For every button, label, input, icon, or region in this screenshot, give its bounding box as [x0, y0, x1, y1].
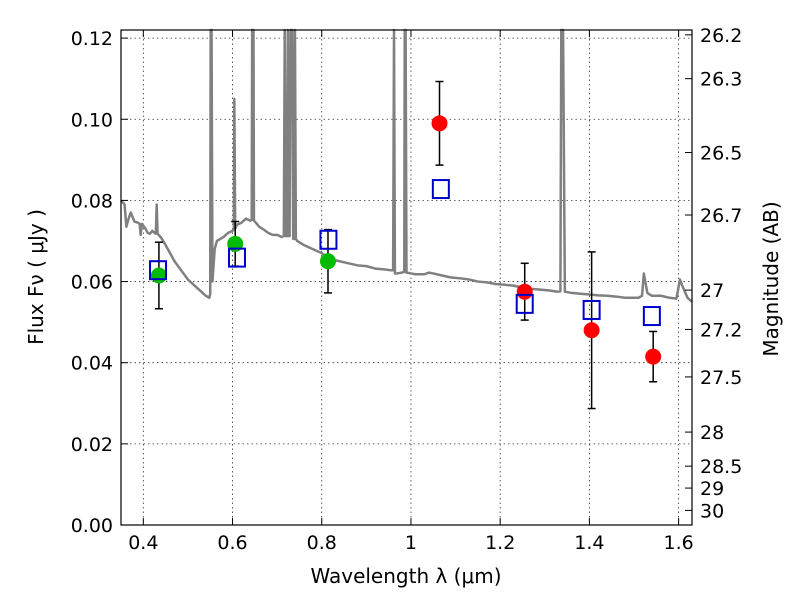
model-flux-box — [431, 179, 450, 200]
y-axis-title: Flux Fν ( μJy ) — [24, 209, 48, 345]
red-data-point — [516, 283, 533, 300]
y-tick-label: 0.06 — [71, 272, 113, 294]
green-data-point — [150, 267, 167, 284]
right-tick-label: 26.2 — [700, 25, 742, 47]
x-tick-label: 1 — [405, 532, 417, 554]
x-tick-label: 1.4 — [574, 532, 604, 554]
right-tick-label: 26.5 — [700, 143, 742, 165]
right-tick-label: 26.7 — [700, 205, 742, 227]
right-tick-label: 27.2 — [700, 319, 742, 341]
green-data-point — [319, 253, 336, 270]
y-tick-label: 0.12 — [71, 28, 113, 50]
model-flux-box — [515, 293, 534, 314]
right-tick-label: 27 — [700, 280, 724, 302]
y-tick-label: 0.08 — [71, 190, 113, 212]
grid — [121, 30, 692, 526]
data-markers — [149, 115, 662, 365]
red-data-point — [431, 115, 448, 132]
y-tick-label: 0.10 — [71, 109, 113, 131]
model-flux-box — [642, 306, 661, 327]
y-axis-ticks: 0.00 0.02 0.04 0.06 0.08 0.10 0.12 — [71, 28, 128, 537]
y-tick-label: 0.02 — [71, 434, 113, 456]
plot-frame — [120, 29, 693, 526]
right-tick-label: 28 — [700, 422, 724, 444]
right-tick-label: 29 — [700, 478, 724, 500]
y-tick-label: 0.00 — [71, 515, 113, 537]
model-flux-box — [149, 260, 168, 281]
right-axis-title: Magnitude (AB) — [759, 201, 783, 356]
y-tick-label: 0.04 — [71, 353, 113, 375]
x-tick-label: 0.4 — [128, 532, 158, 554]
model-flux-box — [319, 229, 338, 250]
right-tick-label: 26.3 — [700, 69, 742, 91]
plot-area — [120, 28, 693, 526]
red-data-point — [583, 322, 600, 339]
x-tick-label: 1.2 — [485, 532, 515, 554]
model-flux-box — [227, 247, 246, 268]
red-data-point — [645, 348, 662, 365]
x-tick-label: 0.8 — [307, 532, 337, 554]
x-axis-title: Wavelength λ (μm) — [310, 564, 501, 588]
model-flux-box — [582, 299, 601, 320]
x-axis-ticks: 0.4 0.6 0.8 1 1.2 1.4 1.6 — [128, 30, 694, 554]
right-tick-label: 28.5 — [700, 456, 742, 478]
right-tick-label: 30 — [700, 500, 724, 522]
x-tick-label: 0.6 — [217, 532, 247, 554]
right-tick-label: 27.5 — [700, 367, 742, 389]
x-tick-label: 1.6 — [664, 532, 694, 554]
